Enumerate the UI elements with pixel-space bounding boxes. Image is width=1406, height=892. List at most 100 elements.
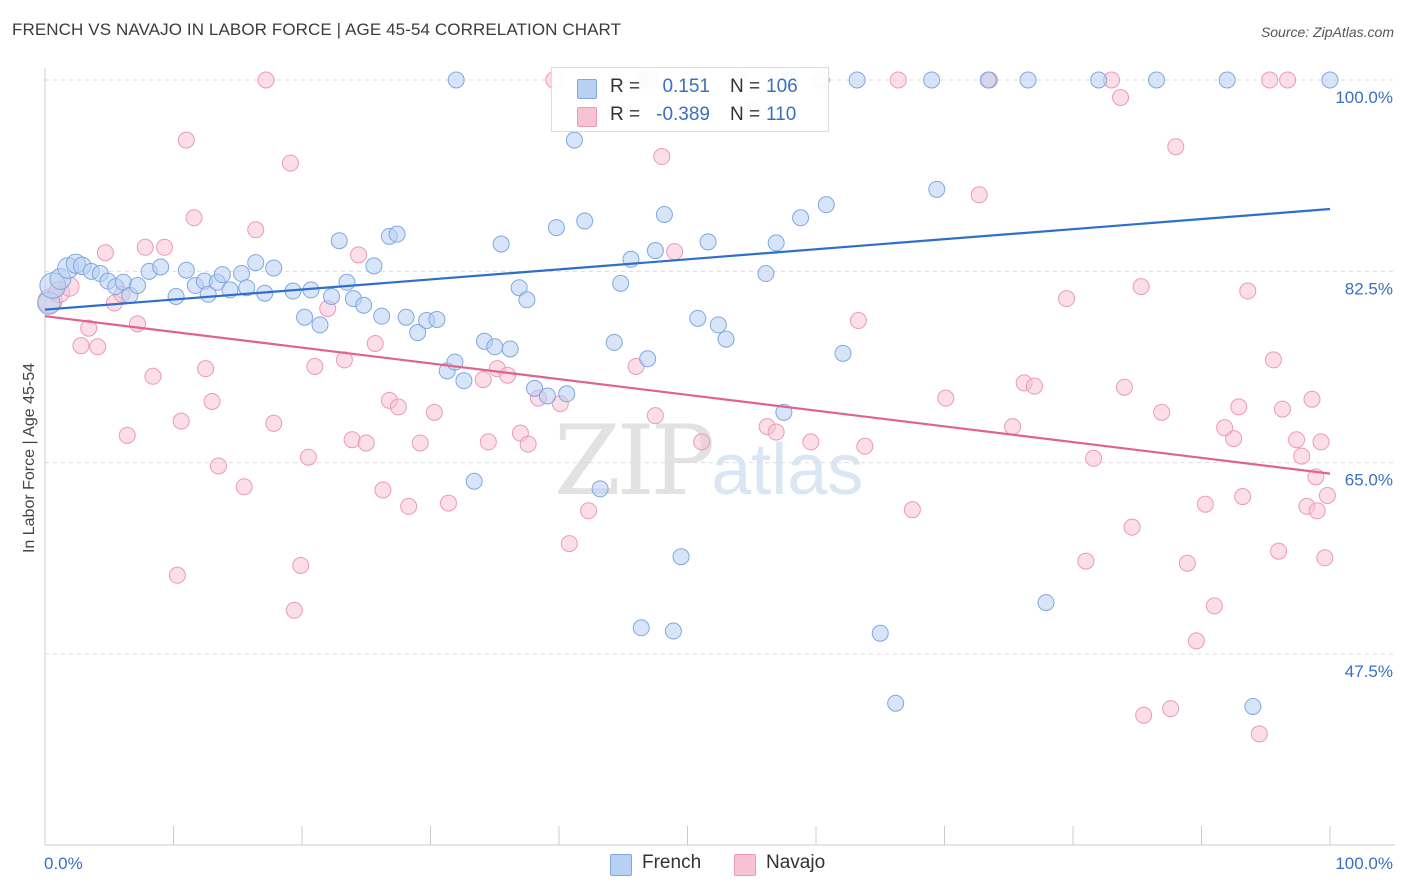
- french-point: [501, 340, 519, 358]
- navajo-legend-label: Navajo: [766, 852, 826, 873]
- navajo-point: [856, 437, 874, 455]
- french-point: [612, 274, 630, 292]
- trend-lines: [44, 207, 1331, 475]
- navajo-point: [1308, 502, 1326, 520]
- french-point: [465, 472, 483, 490]
- correlation-legend: R = 0.151 N = 106 R = -0.389 N = 110: [551, 67, 829, 132]
- navajo-point: [1230, 398, 1248, 416]
- navajo-point: [1196, 495, 1214, 513]
- french-point: [699, 233, 717, 251]
- legend-row-french: R = 0.151 N = 106: [552, 72, 828, 102]
- french-point: [296, 308, 314, 326]
- french-point: [689, 309, 707, 327]
- navajo-point: [96, 244, 114, 262]
- navajo-point: [970, 186, 988, 204]
- french-point: [526, 379, 544, 397]
- navajo-point: [1132, 278, 1150, 296]
- french-point: [1148, 71, 1166, 89]
- navajo-point: [1216, 419, 1234, 437]
- french-point: [1321, 71, 1339, 89]
- navajo-point: [1250, 725, 1268, 743]
- navajo-point: [1058, 290, 1076, 308]
- french-point: [388, 225, 406, 243]
- x-tick-label-max: 100.0%: [1335, 854, 1393, 873]
- french-point: [238, 279, 256, 297]
- navajo-point: [646, 407, 664, 425]
- navajo-point: [666, 243, 684, 261]
- french-point: [1019, 71, 1037, 89]
- french-trend-line: [44, 207, 1331, 311]
- navajo-point: [425, 403, 443, 421]
- french-point: [265, 259, 283, 277]
- axis-labels: 100.0% 82.5% 65.0% 47.5% 0.0% 100.0% In Labor …: [21, 88, 1393, 873]
- french-point: [576, 212, 594, 230]
- french-point: [311, 316, 329, 334]
- french-point: [167, 287, 185, 305]
- navajo-point: [1004, 418, 1022, 436]
- navajo-point: [1153, 403, 1171, 421]
- navajo-point: [1261, 71, 1279, 89]
- navajo-point: [1316, 549, 1334, 567]
- french-point: [565, 131, 583, 149]
- french-point: [1218, 71, 1236, 89]
- navajo-point: [257, 71, 275, 89]
- navajo-point: [168, 566, 186, 584]
- french-point: [177, 261, 195, 279]
- french-point: [397, 308, 415, 326]
- watermark-zip: ZIP: [554, 405, 715, 517]
- navajo-point: [185, 209, 203, 227]
- navajo-point: [889, 71, 907, 89]
- navajo-point: [580, 502, 598, 520]
- french-point: [817, 196, 835, 214]
- navajo-point: [1167, 138, 1185, 156]
- navajo-legend-swatch: [734, 854, 756, 876]
- french-point: [338, 273, 356, 291]
- french-point: [717, 330, 735, 348]
- french-r-label: R =: [610, 76, 641, 97]
- navajo-point: [1077, 552, 1095, 570]
- navajo-point: [849, 312, 867, 330]
- french-point: [510, 279, 528, 297]
- navajo-point: [156, 238, 174, 256]
- navajo-n-label: N =: [730, 104, 761, 125]
- navajo-point: [357, 434, 375, 452]
- navajo-point: [265, 414, 283, 432]
- navajo-point: [1085, 449, 1103, 467]
- navajo-point: [499, 366, 517, 384]
- navajo-point: [1205, 597, 1223, 615]
- french-point: [492, 235, 510, 253]
- navajo-point: [177, 131, 195, 149]
- legend-row-navajo: R = -0.389 N = 110: [552, 100, 828, 130]
- source-label: Source: ZipAtlas.com: [1260, 24, 1394, 40]
- french-point: [558, 385, 576, 403]
- y-tick-label: 65.0%: [1345, 471, 1393, 490]
- french-point: [547, 219, 565, 237]
- navajo-point: [235, 478, 253, 496]
- french-point: [639, 350, 657, 368]
- navajo-point: [1273, 400, 1291, 418]
- navajo-point: [374, 481, 392, 499]
- french-point: [323, 287, 341, 305]
- french-legend-label: French: [642, 852, 702, 873]
- navajo-point: [80, 319, 98, 337]
- navajo-point: [1135, 706, 1153, 724]
- navajo-point: [1187, 632, 1205, 650]
- navajo-point: [197, 360, 215, 378]
- navajo-point: [285, 601, 303, 619]
- navajo-point: [400, 497, 418, 515]
- navajo-point: [299, 448, 317, 466]
- french-legend-swatch: [610, 854, 632, 876]
- french-point: [1244, 697, 1262, 715]
- navajo-trend-line: [44, 315, 1331, 475]
- navajo-point: [281, 154, 299, 172]
- navajo-point: [136, 238, 154, 256]
- navajo-point: [519, 435, 537, 453]
- navajo-point: [1288, 431, 1306, 449]
- french-point: [199, 285, 217, 303]
- french-point: [757, 265, 775, 283]
- axes: [44, 68, 1395, 846]
- navajo-point: [209, 457, 227, 475]
- french-point: [447, 71, 465, 89]
- navajo-point: [247, 221, 265, 239]
- navajo-point: [118, 426, 136, 444]
